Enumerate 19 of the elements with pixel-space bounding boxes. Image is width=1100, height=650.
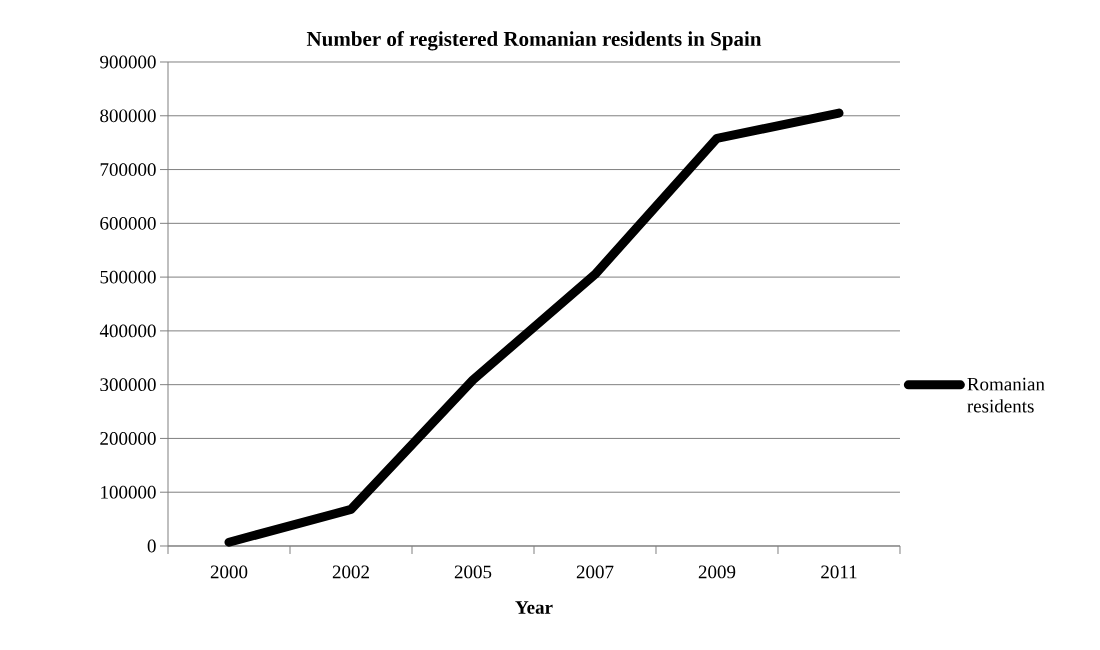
y-tick-label: 600000: [100, 216, 156, 230]
x-tick-label: 2002: [332, 565, 369, 579]
y-tick-label: 0: [147, 539, 156, 553]
y-tick-label: 100000: [101, 485, 156, 499]
x-axis-title: Year: [515, 601, 553, 614]
x-tick-label: 2011: [821, 565, 857, 579]
y-tick-label: 400000: [99, 324, 156, 338]
y-tick-label: 800000: [100, 109, 156, 123]
x-tick-label: 2009: [698, 565, 736, 579]
x-tick-label: 2007: [576, 565, 614, 579]
chart-title: Number of registered Romanian residents in Spain: [306, 31, 762, 51]
y-tick-label: 700000: [100, 163, 156, 176]
y-tick-label: 200000: [100, 432, 156, 445]
x-tick-label: 2000: [210, 565, 248, 579]
x-tick-label: 2005: [454, 565, 492, 579]
y-tick-label: 500000: [100, 270, 156, 284]
legend-label: Romanian residents: [967, 377, 1045, 413]
y-tick-label: 300000: [100, 378, 156, 392]
y-tick-label: 900000: [100, 55, 156, 69]
